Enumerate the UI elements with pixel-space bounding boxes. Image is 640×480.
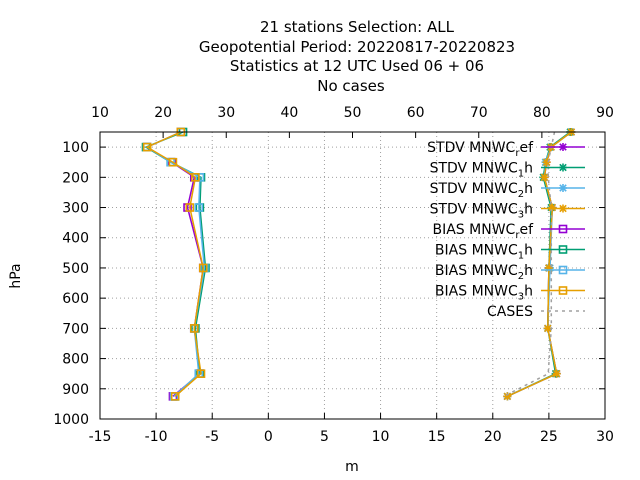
legend-label: STDV MNWC3h xyxy=(430,202,533,221)
x-tick-label: 10 xyxy=(372,429,390,445)
x-tick-label: 5 xyxy=(320,429,329,445)
y-tick-label: 700 xyxy=(62,321,89,337)
y-tick-label: 1000 xyxy=(53,412,89,428)
x-tick-label: -5 xyxy=(205,429,219,445)
y-tick-label: 500 xyxy=(62,261,89,277)
x2-tick-label: 30 xyxy=(217,105,235,121)
legend-label: STDV MNWCref xyxy=(427,140,534,159)
legend-marker xyxy=(558,224,568,234)
y-tick-label: 800 xyxy=(62,352,89,368)
legend-label: CASES xyxy=(487,304,533,320)
data-point xyxy=(548,203,557,212)
data-point xyxy=(552,369,561,378)
title-line-1: 21 stations Selection: ALL xyxy=(260,18,455,36)
data-point xyxy=(196,369,206,378)
x2-tick-label: 70 xyxy=(470,105,488,121)
legend-label: BIAS MNWCref xyxy=(433,222,535,241)
title-line-2: Geopotential Period: 20220817-20220823 xyxy=(199,38,515,56)
legend-label: BIAS MNWC2h xyxy=(435,263,533,282)
data-point xyxy=(198,263,208,273)
data-point xyxy=(194,203,204,212)
legend-entry: STDV MNWC1h xyxy=(430,161,585,180)
legend-entry: BIAS MNWC3h xyxy=(435,284,585,303)
x-tick-label: -10 xyxy=(145,429,168,445)
legend-entry: BIAS MNWC2h xyxy=(435,263,585,282)
data-point xyxy=(142,142,152,152)
data-point xyxy=(168,157,178,167)
y-tick-label: 100 xyxy=(62,140,89,156)
y-tick-label: 400 xyxy=(62,231,89,247)
legend-label: STDV MNWC2h xyxy=(430,181,533,200)
plot-area xyxy=(141,127,576,401)
title-line-4: No cases xyxy=(317,77,385,95)
legend-label: BIAS MNWC3h xyxy=(435,284,533,303)
series-stdv-mnwc-3h xyxy=(503,128,576,401)
data-point xyxy=(170,392,180,401)
data-point xyxy=(191,173,200,182)
data-point xyxy=(189,324,199,333)
y-tick-label: 300 xyxy=(62,201,89,217)
x-tick-label: 30 xyxy=(596,429,614,445)
x-tick-label: -15 xyxy=(89,429,112,445)
data-point xyxy=(542,158,551,167)
x-tick-label: 20 xyxy=(484,429,502,445)
x2-tick-label: 40 xyxy=(280,105,298,121)
y-tick-label: 600 xyxy=(62,291,89,307)
x-axis-label: m xyxy=(345,459,359,475)
data-point xyxy=(185,203,195,212)
legend-marker xyxy=(558,265,568,275)
axis-ticks: -15 -10 -5 0 5 10 15 20 25 30 10 20 30 40 50 60 70 80 90 10… xyxy=(53,105,614,445)
data-point xyxy=(195,173,205,182)
data-point xyxy=(503,392,512,401)
x2-tick-label: 20 xyxy=(154,105,172,121)
y-axis-label: hPa xyxy=(8,263,24,288)
legend-marker xyxy=(558,245,568,254)
legend-label: BIAS MNWC1h xyxy=(435,243,533,262)
legend-entry: STDV MNWCref xyxy=(427,140,585,159)
series-line xyxy=(145,131,204,397)
y-tick-label: 200 xyxy=(62,170,89,186)
x-tick-label: 0 xyxy=(264,429,273,445)
data-point xyxy=(543,324,552,333)
legend-marker xyxy=(559,204,567,213)
legend-marker xyxy=(559,143,567,151)
title-line-3: Statistics at 12 UTC Used 06 + 06 xyxy=(230,57,484,75)
x-tick-label: 25 xyxy=(540,429,558,445)
chart-title: 21 stations Selection: ALL Geopotential … xyxy=(199,18,515,95)
legend-entry: CASES xyxy=(487,304,585,320)
legend-marker xyxy=(558,286,568,295)
y-tick-label: 900 xyxy=(62,382,89,398)
legend-marker xyxy=(559,163,567,172)
legend-entry: STDV MNWC2h xyxy=(430,181,585,200)
x2-tick-label: 60 xyxy=(407,105,425,121)
data-point xyxy=(540,173,549,182)
x2-tick-label: 90 xyxy=(596,105,614,121)
series-line xyxy=(145,131,204,397)
x-tick-label: 15 xyxy=(428,429,446,445)
legend-entry: BIAS MNWC1h xyxy=(435,243,585,262)
legend-entry: BIAS MNWCref xyxy=(433,222,585,241)
x2-tick-label: 50 xyxy=(344,105,362,121)
x2-tick-label: 10 xyxy=(91,105,109,121)
legend-entry: STDV MNWC3h xyxy=(430,202,585,221)
legend-label: STDV MNWC1h xyxy=(430,161,533,180)
x2-tick-label: 80 xyxy=(533,105,551,121)
legend-marker xyxy=(559,184,567,192)
